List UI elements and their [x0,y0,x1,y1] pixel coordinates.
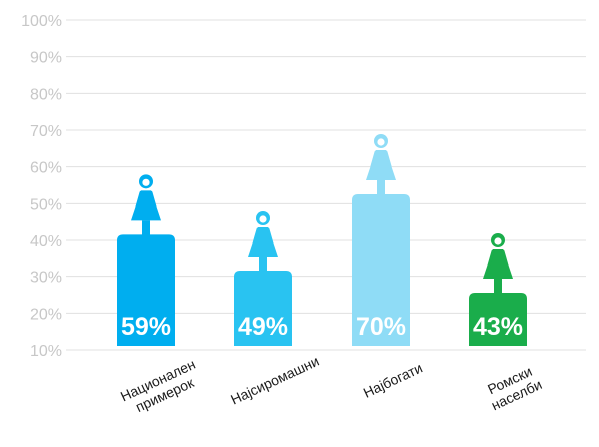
bar [117,234,175,346]
y-tick-label: 10% [30,343,62,360]
bar-stem [494,279,502,295]
category-label-line: Најбогати [361,360,425,401]
y-tick-label: 60% [30,160,62,177]
bar-stem [259,257,267,273]
bar-value-label: 70% [356,313,406,341]
y-tick-label: 100% [21,13,62,30]
y-tick-label: 90% [30,50,62,67]
bar-group: 59% [117,174,175,346]
figure-dress [366,150,396,180]
figure-dress [483,249,513,279]
woman-figure-icon [248,211,278,257]
figure-arm [135,190,143,208]
figure-dress [131,190,161,221]
category-label-line: Најсиромашни [228,353,321,408]
figure-arm [252,227,260,245]
woman-figure-icon [131,174,161,221]
bar [352,194,410,346]
y-tick-label: 40% [30,233,62,250]
bars: 59% 49% 70% 43% [117,134,527,346]
y-axis-tick-labels: 10% 20% 30% 40% 50% 60% 70% 80% 90% 100% [21,13,62,360]
y-tick-label: 70% [30,123,62,140]
bar [469,293,527,346]
figure-arm [266,227,274,245]
bar-stem [142,220,150,237]
bar-group: 49% [234,211,292,346]
figure-arm [370,150,378,168]
bar-value-label: 59% [121,313,171,341]
bar-group: 43% [469,233,527,346]
woman-figure-icon [366,134,396,180]
bar [234,271,292,346]
y-tick-label: 80% [30,86,62,103]
bar-value-label: 43% [473,313,523,341]
figure-arm [487,249,495,267]
figure-arm [384,150,392,168]
figure-arm [149,190,157,208]
figure-face [494,237,502,245]
y-tick-label: 50% [30,196,62,213]
figure-face [142,178,150,186]
category-label: Најбогати [361,360,425,401]
figure-dress [248,227,278,257]
figure-arm [501,249,509,267]
bar-value-label: 49% [238,313,288,341]
woman-figure-icon [483,233,513,279]
figure-face [377,138,385,146]
category-label: Најсиромашни [228,353,321,408]
y-tick-label: 30% [30,270,62,287]
y-tick-label: 20% [30,306,62,323]
bar-group: 70% [352,134,410,346]
figure-face [259,215,267,223]
bar-stem [377,180,385,196]
